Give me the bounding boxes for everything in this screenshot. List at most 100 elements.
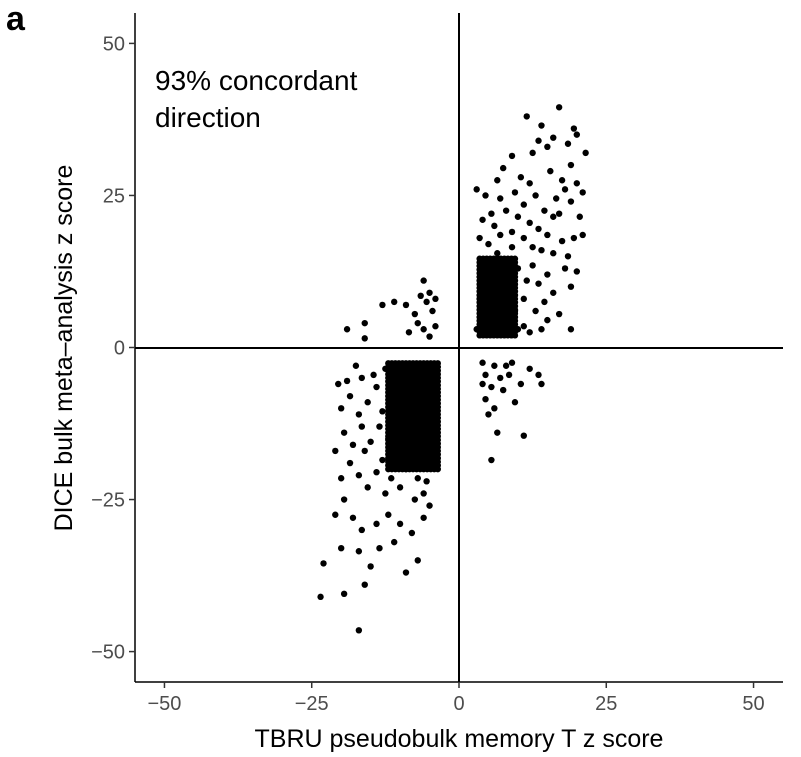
data-point — [332, 447, 339, 455]
data-point — [426, 333, 433, 340]
data-point — [361, 319, 368, 327]
data-point — [396, 520, 404, 528]
data-point — [367, 438, 374, 445]
data-point — [343, 377, 351, 385]
data-point — [526, 180, 533, 187]
data-point — [547, 167, 554, 175]
data-point — [420, 277, 427, 284]
data-point — [423, 298, 430, 306]
x-axis-ticks: −50 −25 0 25 50 — [147, 682, 765, 715]
data-point — [555, 104, 563, 111]
x-tick-label: −25 — [295, 693, 329, 715]
data-point — [373, 520, 380, 528]
data-point — [573, 268, 581, 275]
data-point — [340, 429, 348, 436]
data-point — [523, 277, 530, 284]
x-tick-label: 25 — [595, 693, 617, 715]
data-point — [482, 371, 489, 379]
data-point — [364, 484, 371, 491]
data-point — [529, 149, 536, 157]
data-point — [388, 475, 395, 482]
data-point — [573, 180, 581, 187]
data-point — [564, 253, 572, 260]
data-point — [523, 113, 530, 120]
data-point — [488, 210, 495, 217]
data-point — [485, 240, 492, 248]
data-point — [488, 383, 495, 391]
y-tick-label: −25 — [91, 490, 125, 512]
data-point — [340, 590, 348, 598]
data-point — [544, 231, 551, 239]
data-point — [358, 374, 365, 382]
data-point — [520, 323, 527, 330]
data-point — [538, 122, 545, 129]
data-point — [355, 627, 363, 634]
data-point — [502, 207, 510, 214]
data-point — [491, 362, 498, 369]
data-point — [508, 243, 516, 251]
data-point — [320, 560, 327, 567]
data-point — [579, 231, 586, 239]
data-point — [482, 395, 489, 403]
data-point — [482, 192, 489, 199]
data-point — [396, 484, 404, 491]
data-point — [391, 538, 398, 546]
data-point — [544, 271, 551, 278]
data-point — [550, 250, 557, 257]
data-point — [520, 432, 527, 439]
data-point — [376, 423, 383, 430]
data-point — [550, 213, 557, 220]
data-point — [434, 360, 441, 367]
data-point — [420, 326, 427, 333]
data-point — [361, 447, 368, 455]
data-point — [532, 192, 539, 199]
data-point — [479, 216, 486, 223]
data-point — [349, 441, 357, 449]
data-point — [558, 177, 566, 184]
data-point — [508, 152, 516, 160]
data-point — [488, 456, 495, 464]
data-point — [376, 545, 383, 552]
data-point — [526, 365, 533, 372]
data-point — [370, 371, 377, 379]
data-point — [414, 319, 421, 327]
annotation-line-1: 93% concordant — [155, 65, 358, 96]
data-point — [355, 472, 363, 479]
data-point — [432, 323, 439, 330]
x-tick-label: 0 — [453, 693, 464, 715]
data-point — [573, 131, 581, 138]
data-point — [544, 316, 551, 324]
data-point — [358, 423, 365, 430]
data-point — [526, 219, 533, 227]
data-point — [529, 243, 536, 251]
x-axis-title: TBRU pseudobulk memory T z score — [255, 725, 664, 753]
data-point — [532, 307, 539, 315]
annotation-line-2: direction — [155, 102, 261, 133]
data-point — [343, 326, 351, 333]
data-point — [497, 374, 504, 382]
data-point — [346, 459, 354, 467]
data-point — [379, 408, 386, 415]
data-point — [535, 280, 542, 287]
data-point — [379, 456, 386, 464]
data-point — [517, 174, 525, 181]
x-tick-label: 50 — [742, 693, 764, 715]
data-point — [426, 502, 433, 509]
data-point — [514, 213, 522, 220]
data-point — [526, 329, 533, 336]
data-point — [535, 371, 542, 379]
data-point — [417, 292, 424, 300]
data-point — [541, 207, 548, 214]
data-point — [499, 386, 507, 394]
data-point — [561, 186, 569, 193]
data-point — [479, 380, 486, 388]
y-tick-label: 50 — [103, 33, 125, 55]
data-point — [508, 228, 516, 236]
data-point — [570, 234, 578, 242]
data-point — [576, 213, 583, 220]
data-point — [511, 255, 519, 262]
data-point — [555, 210, 563, 217]
data-point — [335, 380, 342, 388]
data-point — [361, 335, 368, 342]
data-point — [346, 392, 354, 400]
